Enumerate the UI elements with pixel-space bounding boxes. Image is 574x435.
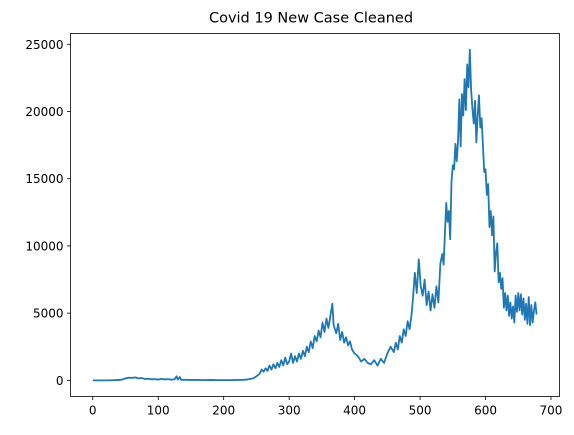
y-tick-label: 20000 <box>25 105 63 119</box>
series-line <box>92 48 538 382</box>
y-tick-label: 15000 <box>25 172 63 186</box>
chart-title: Covid 19 New Case Cleaned <box>209 11 413 27</box>
x-tick-label: 600 <box>474 404 497 418</box>
x-tick-label: 200 <box>212 404 235 418</box>
y-tick-label: 25000 <box>25 38 63 52</box>
x-tick-label: 700 <box>540 404 563 418</box>
plot-frame <box>70 33 560 397</box>
x-tick-label: 400 <box>343 404 366 418</box>
x-tick-label: 0 <box>89 404 97 418</box>
y-tick-label: 10000 <box>25 239 63 253</box>
x-tick-label: 300 <box>278 404 301 418</box>
y-tick-label: 0 <box>56 374 64 388</box>
x-tick-label: 500 <box>409 404 432 418</box>
x-tick-label: 100 <box>147 404 170 418</box>
y-tick-label: 5000 <box>33 307 64 321</box>
